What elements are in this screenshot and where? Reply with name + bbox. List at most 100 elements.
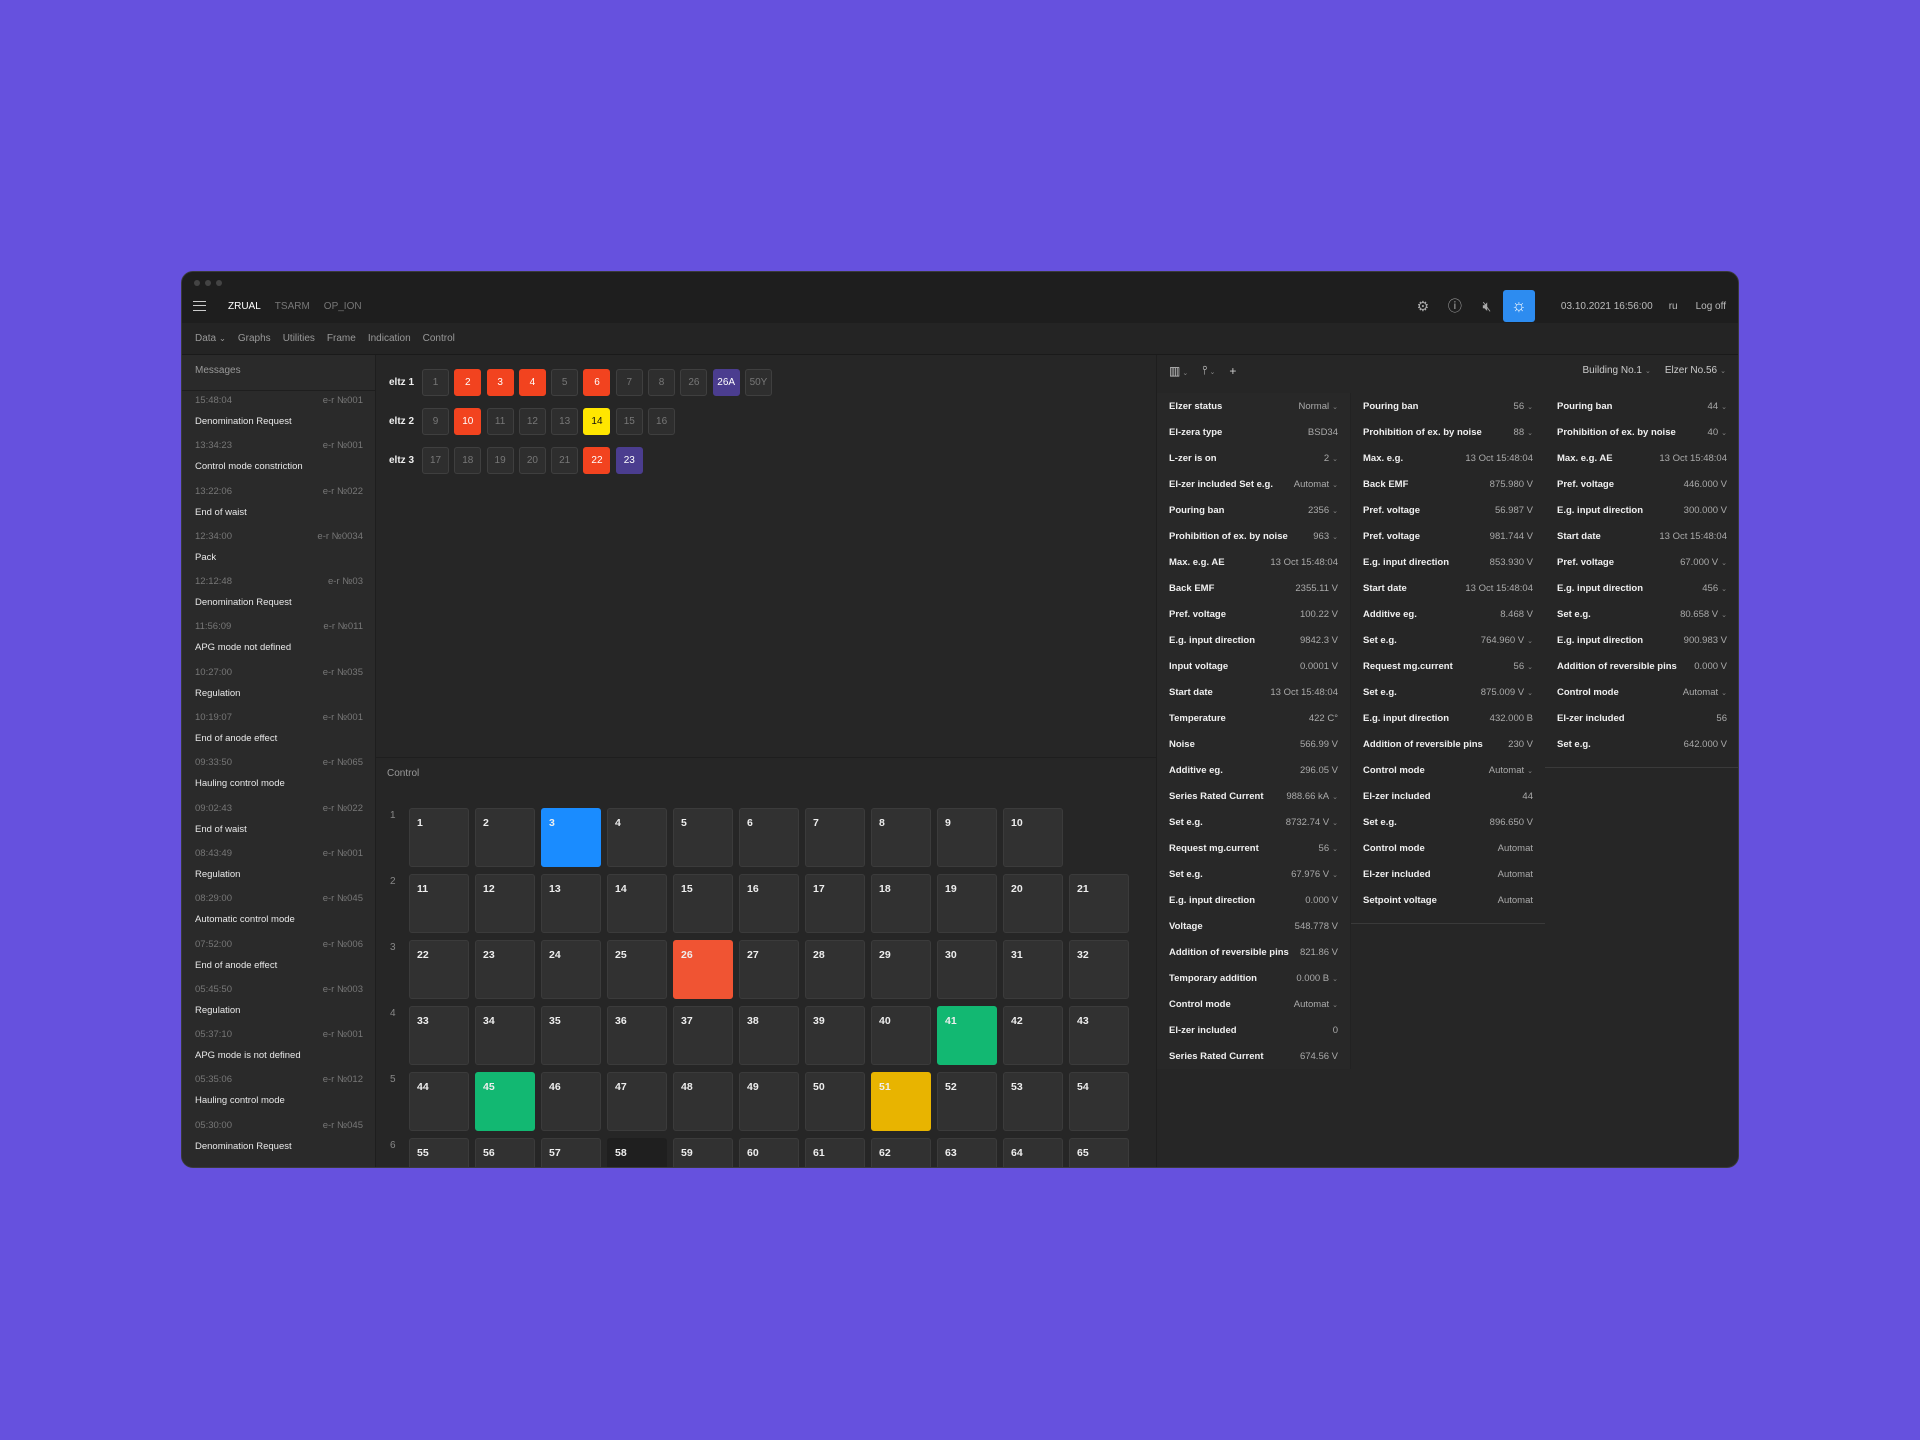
property-row[interactable]: Prohibition of ex. by noise 88 ⌄ [1351,419,1545,445]
grid-cell[interactable]: 20 [1003,874,1063,933]
grid-cell[interactable]: 50 [805,1072,865,1131]
message-item[interactable]: 15:48:04 e-r №001 Denomination Request [182,391,375,436]
message-item[interactable]: 12:12:48 e-r №03 Denomination Request [182,572,375,617]
property-row[interactable]: Set e.g. 8732.74 V ⌄ [1157,809,1350,835]
grid-cell[interactable]: 9 [937,808,997,867]
grid-cell[interactable]: 24 [541,940,601,999]
eltz-button[interactable]: 2 [454,369,482,396]
grid-cell[interactable]: 58 [607,1138,667,1167]
grid-cell[interactable]: 21 [1069,874,1129,933]
grid-cell[interactable]: 12 [475,874,535,933]
message-item[interactable]: 08:29:00 e-r №045 Automatic control mode [182,889,375,934]
property-value[interactable]: 56 ⌄ [1319,843,1338,854]
eltz-button[interactable]: 13 [551,408,579,435]
property-value[interactable]: 988.66 kA ⌄ [1286,791,1338,802]
property-value[interactable]: Automat ⌄ [1489,765,1533,776]
eltz-button[interactable]: 12 [518,408,546,435]
eltz-button[interactable]: 23 [615,447,643,474]
eltz-button[interactable]: 6 [583,369,611,396]
property-row[interactable]: Set e.g. 80.658 V ⌄ [1545,601,1738,627]
property-row[interactable]: Temporary addition 0.000 B ⌄ [1157,965,1350,991]
message-item[interactable]: 05:37:10 e-r №001 APG mode is not defined [182,1025,375,1070]
grid-cell[interactable]: 30 [937,940,997,999]
grid-cell[interactable]: 47 [607,1072,667,1131]
eltz-button[interactable]: 21 [551,447,579,474]
grid-cell[interactable]: 31 [1003,940,1063,999]
grid-cell[interactable]: 65 [1069,1138,1129,1167]
grid-cell[interactable]: 55 [409,1138,469,1167]
eltz-button[interactable]: 9 [422,408,449,435]
tab-zrual[interactable]: ZRUAL [228,301,261,312]
eltz-button[interactable]: 14 [583,408,611,435]
property-value[interactable]: 764.960 V ⌄ [1481,635,1533,646]
property-value[interactable]: Normal ⌄ [1299,401,1339,412]
property-value[interactable]: Automat ⌄ [1294,999,1338,1010]
message-item[interactable]: 12:34:00 e-r №0034 Pack [182,527,375,572]
grid-cell[interactable]: 11 [409,874,469,933]
menu-data[interactable]: Data ⌄ [195,333,226,344]
message-item[interactable]: 08:43:49 e-r №001 Regulation [182,844,375,889]
tab-tsarm[interactable]: TSARM [274,301,310,312]
property-value[interactable]: 80.658 V ⌄ [1680,609,1727,620]
grid-cell[interactable]: 33 [409,1006,469,1065]
grid-cell[interactable]: 36 [607,1006,667,1065]
property-value[interactable]: 2356 ⌄ [1308,505,1338,516]
property-row[interactable]: Control mode Automat ⌄ [1545,679,1738,705]
property-value[interactable]: 40 ⌄ [1708,427,1727,438]
eltz-button[interactable]: 8 [648,369,676,396]
property-value[interactable]: 88 ⌄ [1514,427,1533,438]
property-row[interactable]: Set e.g. 67.976 V ⌄ [1157,861,1350,887]
grid-cell[interactable]: 51 [871,1072,931,1131]
grid-cell[interactable]: 14 [607,874,667,933]
grid-cell[interactable]: 49 [739,1072,799,1131]
message-item[interactable]: 07:52:00 e-r №006 End of anode effect [182,935,375,980]
hamburger-menu-icon[interactable] [193,301,206,311]
property-row[interactable]: Control mode Automat ⌄ [1157,991,1350,1017]
eltz-button[interactable]: 50Y [744,369,772,396]
eltz-button[interactable]: 20 [518,447,546,474]
tab-op-ion[interactable]: OP_ION [323,301,362,312]
property-row[interactable]: Request mg.current 56 ⌄ [1157,835,1350,861]
grid-cell[interactable]: 25 [607,940,667,999]
menu-control[interactable]: Control [422,333,455,344]
message-item[interactable]: 10:27:00 e-r №035 Regulation [182,663,375,708]
property-row[interactable]: Series Rated Current 988.66 kA ⌄ [1157,783,1350,809]
property-row[interactable]: Prohibition of ex. by noise 963 ⌄ [1157,523,1350,549]
grid-cell[interactable]: 26 [673,940,733,999]
grid-cell[interactable]: 7 [805,808,865,867]
grid-cell[interactable]: 63 [937,1138,997,1167]
property-value[interactable]: Automat ⌄ [1683,687,1727,698]
grid-cell[interactable]: 4 [607,808,667,867]
grid-cell[interactable]: 46 [541,1072,601,1131]
property-value[interactable]: 456 ⌄ [1702,583,1727,594]
grid-cell[interactable]: 60 [739,1138,799,1167]
property-row[interactable]: Set e.g. 764.960 V ⌄ [1351,627,1545,653]
elzer-select[interactable]: Elzer No.56 ⌄ [1664,365,1726,376]
property-row[interactable]: Set e.g. 875.009 V ⌄ [1351,679,1545,705]
eltz-button[interactable]: 22 [583,447,611,474]
eltz-button[interactable]: 26 [680,369,708,396]
property-row[interactable]: L-zer is on 2 ⌄ [1157,445,1350,471]
grid-cell[interactable]: 2 [475,808,535,867]
eltz-button[interactable]: 18 [454,447,482,474]
grid-cell[interactable]: 3 [541,808,601,867]
plus-icon[interactable]: + [1229,363,1237,378]
grid-cell[interactable]: 48 [673,1072,733,1131]
property-row[interactable]: E.g. input direction 456 ⌄ [1545,575,1738,601]
grid-cell[interactable]: 19 [937,874,997,933]
columns-icon[interactable]: ▥ ⌄ [1169,363,1189,378]
eltz-button[interactable]: 1 [422,369,449,396]
message-item[interactable]: 13:34:23 e-r №001 Control mode constrictio… [182,436,375,481]
grid-cell[interactable]: 5 [673,808,733,867]
grid-cell[interactable]: 59 [673,1138,733,1167]
property-row[interactable]: Prohibition of ex. by noise 40 ⌄ [1545,419,1738,445]
building-select[interactable]: Building No.1 ⌄ [1582,365,1651,376]
property-row[interactable]: Pouring ban 56 ⌄ [1351,393,1545,419]
logoff-button[interactable]: Log off [1695,300,1726,312]
property-value[interactable]: Automat ⌄ [1294,479,1338,490]
grid-cell[interactable]: 10 [1003,808,1063,867]
menu-graphs[interactable]: Graphs [237,333,271,344]
grid-cell[interactable]: 15 [673,874,733,933]
message-item[interactable]: 05:45:50 e-r №003 Regulation [182,980,375,1025]
menu-indication[interactable]: Indication [367,333,411,344]
